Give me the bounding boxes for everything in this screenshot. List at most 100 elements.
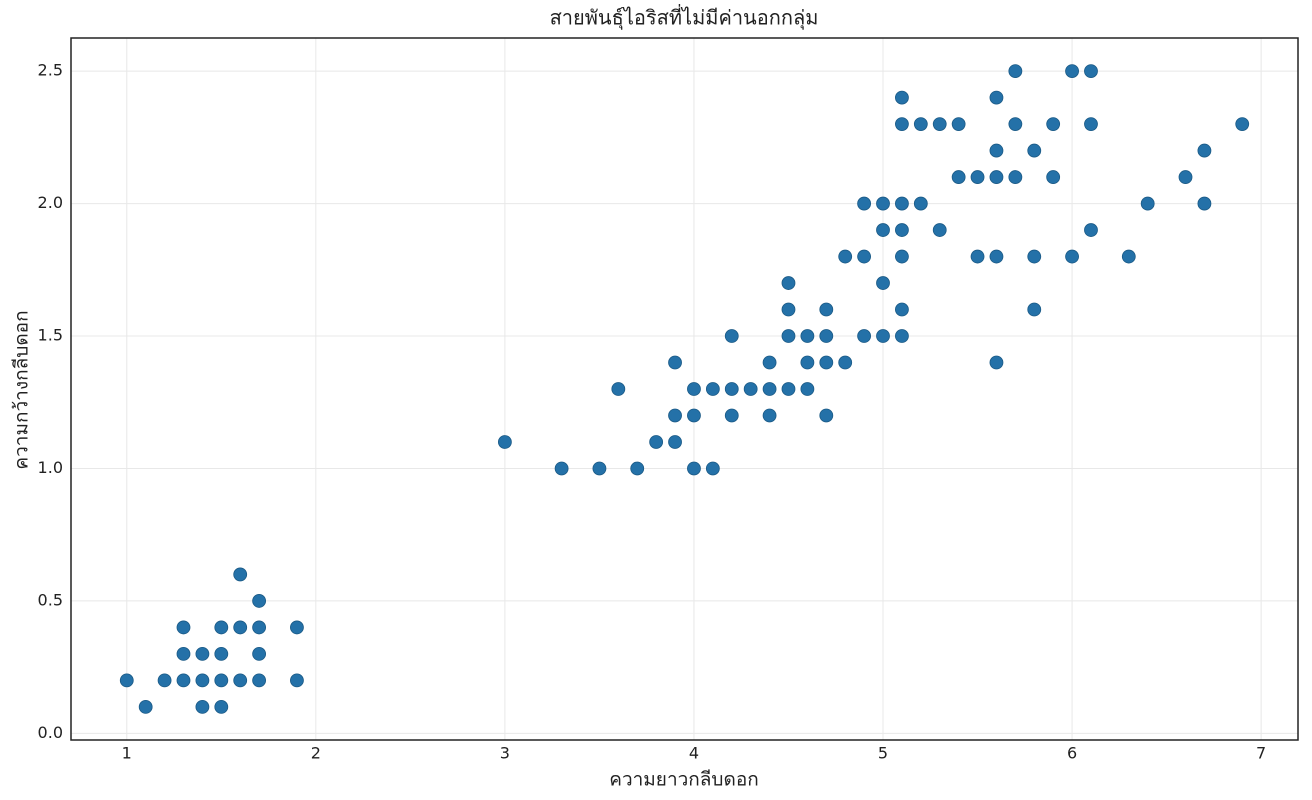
scatter-point (252, 620, 267, 635)
scatter-point (176, 620, 191, 635)
scatter-point (762, 382, 777, 396)
scatter-point (951, 170, 966, 184)
scatter-point (1008, 64, 1023, 79)
scatter-point (1027, 143, 1042, 158)
scatter-point (1121, 249, 1136, 264)
scatter-point (290, 620, 304, 635)
scatter-point (214, 647, 229, 661)
scatter-point (1065, 249, 1079, 264)
scatter-point (195, 647, 210, 661)
scatter-point (989, 143, 1004, 158)
scatter-point (668, 435, 682, 449)
scatter-point (989, 90, 1004, 105)
scatter-point (951, 117, 966, 131)
scatter-point (1008, 170, 1023, 184)
scatter-point (1046, 170, 1061, 184)
scatter-point (119, 673, 134, 688)
scatter-point (1235, 117, 1250, 131)
scatter-point (290, 673, 304, 688)
scatter-point (724, 382, 739, 396)
scatter-point (554, 461, 569, 476)
x-tick-label: 6 (1067, 744, 1077, 763)
scatter-point (1065, 64, 1079, 79)
scatter-point (233, 620, 248, 635)
scatter-point (932, 223, 947, 237)
scatter-point (1197, 196, 1212, 211)
scatter-point (819, 408, 834, 423)
scatter-point (857, 196, 872, 211)
scatter-point (1084, 64, 1098, 79)
scatter-point (876, 196, 890, 211)
plot-frame (70, 37, 1299, 741)
scatter-point (1084, 117, 1098, 131)
scatter-point (876, 329, 890, 343)
scatter-point (895, 223, 909, 237)
x-tick-label: 4 (689, 744, 699, 763)
scatter-point (668, 408, 682, 423)
scatter-point (1140, 196, 1155, 211)
x-tick-label: 1 (122, 744, 132, 763)
scatter-point (819, 329, 834, 343)
scatter-point (970, 170, 985, 184)
scatter-point (630, 461, 645, 476)
scatter-point (214, 699, 229, 714)
scatter-point (895, 302, 909, 317)
scatter-point (895, 249, 909, 264)
scatter-point (762, 408, 777, 423)
x-tick-label: 5 (878, 744, 888, 763)
scatter-point (649, 435, 664, 449)
y-tick-label: 1.0 (38, 458, 63, 477)
scatter-point (724, 408, 739, 423)
scatter-point (138, 699, 153, 714)
scatter-point (838, 355, 853, 370)
scatter-point (592, 461, 607, 476)
scatter-point (233, 567, 248, 582)
scatter-point (668, 355, 682, 370)
scatter-point (970, 249, 985, 264)
scatter-point (819, 302, 834, 317)
y-tick-label: 0.0 (38, 723, 63, 742)
scatter-point (781, 302, 796, 317)
scatter-point (1027, 249, 1042, 264)
scatter-point (989, 170, 1004, 184)
y-tick-label: 1.5 (38, 326, 63, 345)
scatter-point (1027, 302, 1042, 317)
scatter-point (800, 355, 815, 370)
scatter-point (724, 329, 739, 343)
scatter-point (687, 382, 701, 396)
scatter-point (895, 117, 909, 131)
scatter-point (157, 673, 172, 688)
x-tick-label: 7 (1256, 744, 1266, 763)
scatter-point (252, 594, 267, 608)
y-tick-label: 0.5 (38, 590, 63, 609)
scatter-point (989, 355, 1004, 370)
scatter-point (876, 223, 890, 237)
scatter-point (687, 461, 701, 476)
scatter-point (989, 249, 1004, 264)
scatter-point (819, 355, 834, 370)
scatter-point (1197, 143, 1212, 158)
scatter-point (857, 249, 872, 264)
y-axis-label: ความกว้างกลีบดอก (11, 310, 33, 469)
scatter-point (497, 435, 512, 449)
scatter-point (705, 461, 720, 476)
scatter-point (233, 673, 248, 688)
scatter-point (781, 329, 796, 343)
scatter-point (252, 673, 267, 688)
y-tick-label: 2.0 (38, 193, 63, 212)
scatter-point (252, 647, 267, 661)
scatter-point (195, 673, 210, 688)
scatter-point (743, 382, 758, 396)
chart-title: สายพันธุ์ไอริสที่ไม่มีค่านอกกลุ่ม (550, 4, 819, 31)
scatter-point (895, 90, 909, 105)
scatter-point (1008, 117, 1023, 131)
scatter-point (913, 117, 928, 131)
x-tick-label: 2 (311, 744, 321, 763)
scatter-point (705, 382, 720, 396)
scatter-point (781, 382, 796, 396)
scatter-point (176, 647, 191, 661)
scatter-point (214, 620, 229, 635)
scatter-point (895, 329, 909, 343)
scatter-point (857, 329, 872, 343)
